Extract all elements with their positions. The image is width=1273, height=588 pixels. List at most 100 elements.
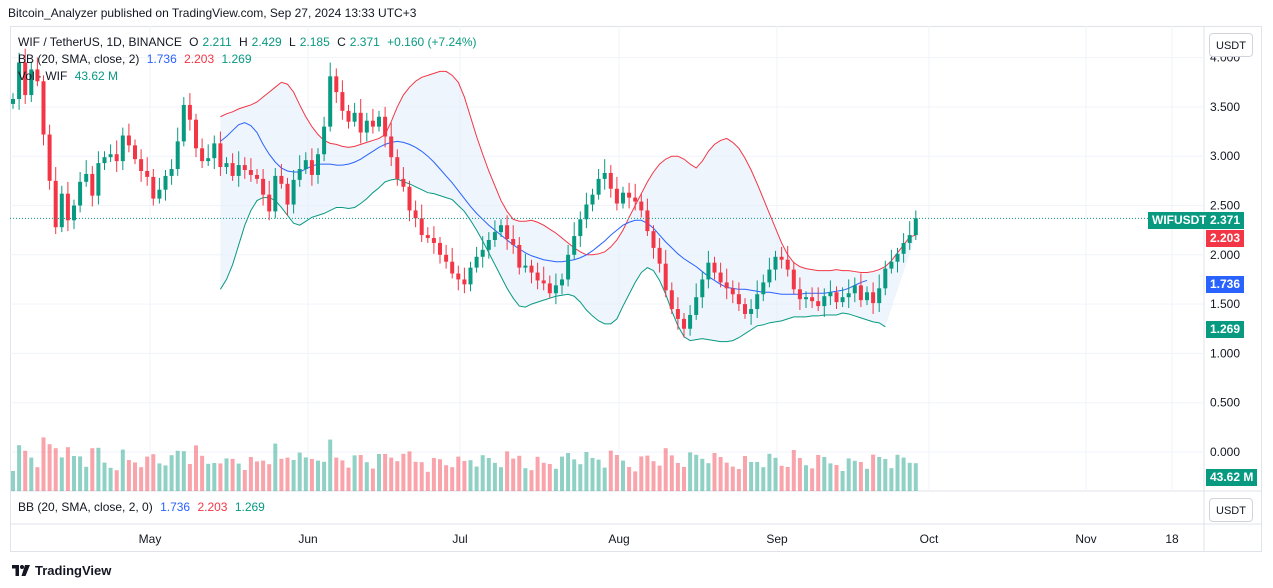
bb-lower-line: [219, 178, 886, 343]
volume-bar: [450, 467, 455, 491]
volume-bar: [480, 455, 485, 491]
candle-body: [669, 290, 674, 310]
currency-unit-button-lower[interactable]: USDT: [1209, 498, 1253, 522]
candle-body: [639, 201, 644, 211]
bottom-bb-lower: 1.269: [234, 500, 265, 514]
vol-legend: Vol · WIF 43.62 M: [18, 69, 122, 83]
volume-bar: [736, 469, 741, 491]
volume-bar: [389, 457, 394, 491]
candle-body: [444, 254, 449, 262]
candle-body: [139, 159, 144, 171]
volume-bar: [621, 460, 625, 491]
y-axis-ticks: 4.0003.5003.0002.5002.0001.5001.0000.500…: [1210, 51, 1240, 459]
volume-bar: [511, 458, 516, 491]
volume-bar: [749, 462, 754, 491]
volume-bar: [53, 448, 58, 491]
candle-body: [157, 189, 162, 199]
candle-body: [102, 157, 107, 164]
volume-bar: [438, 459, 442, 491]
candle-body: [114, 154, 119, 162]
candle-body: [352, 112, 357, 122]
volume-bar: [907, 462, 912, 491]
volume-bar: [303, 457, 308, 491]
candle-body: [633, 197, 638, 202]
volume-bar: [297, 452, 302, 491]
volume-bar: [608, 450, 613, 491]
candle-body: [846, 293, 851, 298]
volume-bar: [486, 458, 491, 491]
volume-bar: [797, 458, 802, 491]
candle-body: [657, 247, 662, 264]
x-tick-label: May: [139, 532, 162, 546]
volume-bar: [767, 453, 772, 491]
volume-bar: [248, 457, 253, 491]
candle-body: [712, 262, 717, 273]
candle-body: [730, 288, 735, 295]
volume-bar: [285, 457, 290, 491]
y-tick-label: 3.500: [1210, 100, 1240, 114]
candle-body: [608, 172, 613, 189]
bb-upper-tag: 2.203: [1206, 230, 1245, 247]
volume-bar: [218, 463, 223, 491]
volume-bar: [401, 453, 406, 491]
candle-body: [688, 314, 693, 329]
bollinger-bands: [219, 70, 916, 343]
candle-body: [590, 194, 595, 205]
candle-body: [78, 181, 83, 206]
candle-body: [566, 254, 571, 280]
candle-body: [724, 282, 729, 289]
chart-svg[interactable]: 4.0003.5003.0002.5002.0001.5001.0000.500…: [10, 26, 1262, 552]
candle-body: [706, 262, 711, 280]
candle-body: [364, 120, 369, 133]
candle-body: [541, 280, 546, 284]
volume-bar: [596, 459, 601, 491]
volume-bar: [224, 458, 229, 491]
volume-bar: [913, 463, 918, 491]
candle-body: [395, 157, 400, 179]
volume-bar: [334, 457, 339, 491]
volume-bar: [181, 451, 186, 491]
volume-bar: [23, 450, 28, 491]
volume-bar: [566, 453, 571, 491]
bottom-bb-legend: BB (20, SMA, close, 2, 0) 1.736 2.203 1.…: [18, 500, 269, 514]
y-tick-label: 2.500: [1210, 199, 1240, 213]
volume-bar: [84, 466, 89, 491]
currency-unit-button[interactable]: USDT: [1209, 33, 1253, 57]
candle-body: [340, 92, 345, 111]
volume-bar: [114, 470, 119, 491]
volume-bar: [877, 457, 882, 491]
volume-bar: [578, 464, 583, 491]
volume-bar: [492, 462, 497, 491]
volume-bar: [108, 467, 113, 491]
volume-bar: [383, 454, 388, 491]
candle-body: [151, 176, 156, 199]
candle-body: [59, 193, 64, 228]
volume-bar: [468, 460, 473, 491]
volume-bar: [370, 468, 375, 491]
candle-body: [627, 192, 632, 198]
volume-bar: [517, 455, 522, 491]
candle-body: [694, 297, 699, 315]
candle-body: [450, 261, 455, 274]
volume-bar: [901, 457, 906, 491]
candle-body: [346, 110, 351, 122]
volume-bar: [413, 461, 418, 491]
tradingview-footer[interactable]: TradingView: [12, 563, 111, 578]
x-tick-label: Jul: [452, 532, 467, 546]
candle-body: [29, 69, 34, 96]
chart-frame: [10, 26, 1262, 552]
high-value: 2.429: [251, 35, 282, 49]
candle-body: [181, 104, 186, 142]
volume-bar: [133, 462, 137, 491]
candle-body: [779, 256, 784, 260]
y-tick-label: 3.000: [1210, 149, 1240, 163]
change-value: +0.160 (+7.24%): [387, 35, 477, 49]
candle-body: [553, 285, 558, 294]
candle-body: [236, 165, 241, 176]
candle-body: [474, 256, 479, 268]
y-tick-label: 0.500: [1210, 396, 1240, 410]
volume-bar: [730, 466, 735, 491]
volume-bar: [755, 462, 760, 491]
candle-body: [383, 116, 388, 137]
volume-bar: [41, 437, 46, 491]
